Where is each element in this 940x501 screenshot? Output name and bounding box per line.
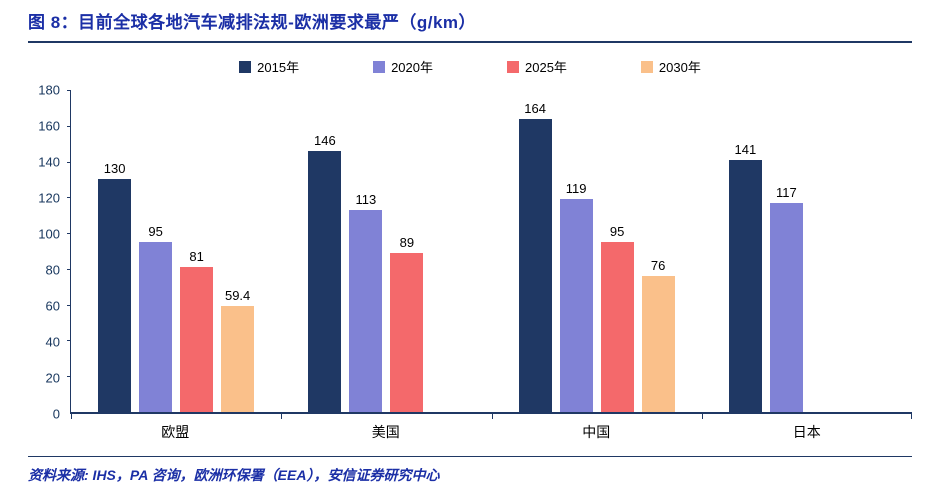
- y-tick-label: 40: [45, 334, 60, 350]
- category-label: 美国: [371, 424, 400, 440]
- bar: [98, 179, 132, 412]
- bar-slot: 146: [308, 90, 342, 412]
- bar-slot: 130: [98, 90, 132, 412]
- bar: [728, 159, 762, 412]
- y-tick-mark: [67, 233, 71, 235]
- bar-slot: 95: [139, 90, 173, 412]
- x-tick-mark: [491, 414, 493, 419]
- bar-value-label: 76: [650, 258, 666, 274]
- bar: [221, 305, 255, 412]
- bar-slot: 119: [559, 90, 593, 412]
- legend-item: 2030年: [640, 57, 701, 76]
- y-tick-label: 120: [38, 190, 60, 206]
- bar-slot: 117: [769, 90, 803, 412]
- y-tick-mark: [67, 125, 71, 127]
- legend-item: 2015年: [239, 57, 299, 76]
- y-tick-label: 20: [45, 370, 60, 386]
- y-tick-mark: [67, 376, 71, 378]
- category-label: 中国: [582, 424, 611, 440]
- bar: [139, 242, 173, 412]
- bar: [559, 199, 593, 412]
- legend-item: 2020年: [373, 57, 433, 76]
- y-tick-mark: [67, 268, 71, 270]
- bar-group: 130 95 81 59.4: [71, 90, 281, 412]
- y-tick-mark: [67, 304, 71, 306]
- plot-area: 130 95 81 59.4 146 113 89 164 119 95 76 141 117: [67, 90, 912, 419]
- y-tick-label: 160: [38, 118, 60, 134]
- source-note: 资料来源: IHS，PA 咨询，欧洲环保署（EEA），安信证券研究中心: [28, 467, 440, 483]
- y-tick-label: 180: [38, 82, 60, 98]
- legend-label: 2030年: [658, 60, 701, 75]
- bar-group: 164 119 95 76: [492, 90, 702, 412]
- legend-swatch-icon: [373, 60, 386, 73]
- bar-chart: 0 20 40 60 80 100 120 140 160 180 130 95 81 59.4 146 1…: [28, 83, 912, 422]
- bar: [349, 209, 383, 412]
- x-axis-labels: 欧盟 美国 中国 日本: [70, 422, 912, 442]
- bar-slot: 76: [641, 90, 675, 412]
- bar-value-label: 95: [148, 224, 163, 240]
- bar-group: 141 117: [702, 90, 912, 412]
- figure-title: 图 8：目前全球各地汽车减排法规-欧洲要求最严（g/km）: [28, 13, 477, 32]
- x-tick-mark: [701, 414, 703, 419]
- bar-group: 146 113 89: [281, 90, 491, 412]
- bar-value-label: 113: [355, 191, 377, 207]
- bar: [641, 276, 675, 412]
- bar-slot: 81: [180, 90, 214, 412]
- bar-value-label: 146: [314, 132, 336, 148]
- bar-slot: 59.4: [221, 90, 255, 412]
- chart-legend: 2015年 2020年 2025年 2030年: [0, 57, 940, 76]
- bar-value-label: 89: [399, 234, 415, 250]
- bar-slot: 113: [349, 90, 383, 412]
- title-divider: [28, 41, 912, 43]
- legend-label: 2020年: [391, 60, 433, 75]
- bar-slot: 95: [600, 90, 634, 412]
- y-tick-label: 60: [45, 298, 60, 314]
- bar: [180, 267, 214, 412]
- y-tick-mark: [67, 161, 71, 163]
- bar-value-label: 119: [565, 181, 587, 197]
- legend-swatch-icon: [239, 60, 252, 73]
- y-tick-label: 0: [52, 406, 60, 422]
- bar-value-label: 141: [734, 141, 757, 157]
- footer-divider: [28, 456, 912, 457]
- bar-value-label: 130: [103, 161, 126, 177]
- bar-value-label: 81: [189, 249, 204, 265]
- y-axis: 0 20 40 60 80 100 120 140 160 180: [28, 83, 70, 422]
- bar: [518, 118, 552, 412]
- x-tick-mark: [911, 414, 912, 419]
- bar-slot: [811, 90, 844, 412]
- y-tick-label: 100: [38, 226, 60, 242]
- y-tick-mark: [67, 90, 71, 91]
- legend-label: 2025年: [525, 60, 567, 75]
- bar: [390, 252, 424, 412]
- y-tick-mark: [67, 197, 71, 199]
- bar-value-label: 59.4: [224, 287, 251, 303]
- bar-slot: [852, 90, 885, 412]
- legend-item: 2025年: [507, 57, 567, 76]
- x-tick-mark: [71, 414, 72, 419]
- bar-value-label: 164: [524, 100, 546, 116]
- y-tick-label: 80: [45, 262, 60, 278]
- bar-slot: [431, 90, 464, 412]
- y-tick-mark: [67, 340, 71, 342]
- bar-slot: 141: [728, 90, 762, 412]
- legend-label: 2015年: [257, 60, 300, 75]
- bar: [308, 150, 342, 412]
- category-label: 日本: [792, 424, 821, 440]
- bar-slot: 164: [518, 90, 552, 412]
- bar-value-label: 95: [609, 224, 625, 240]
- bar: [769, 202, 803, 412]
- category-label: 欧盟: [161, 424, 190, 440]
- bar: [600, 242, 634, 412]
- bar-slot: 89: [390, 90, 424, 412]
- x-tick-mark: [281, 414, 283, 419]
- bar-value-label: 117: [776, 184, 797, 200]
- legend-swatch-icon: [507, 60, 519, 73]
- legend-swatch-icon: [640, 60, 653, 73]
- y-tick-label: 140: [38, 154, 60, 170]
